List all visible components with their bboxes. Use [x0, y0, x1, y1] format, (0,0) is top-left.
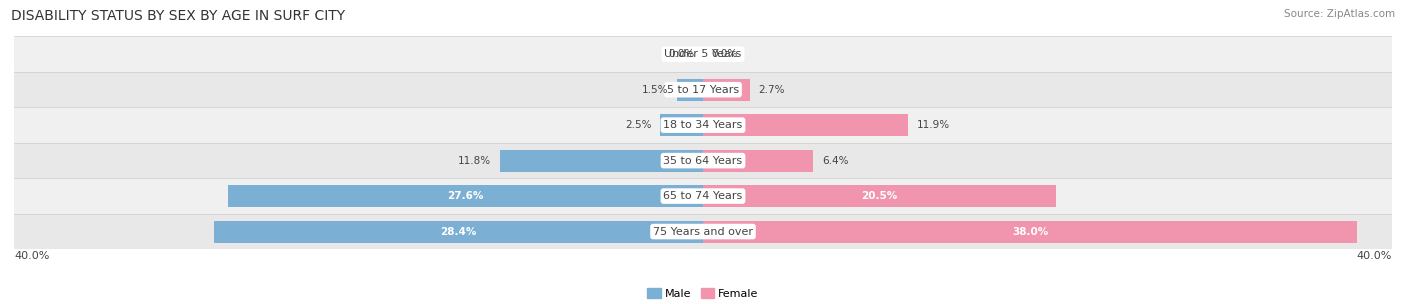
Bar	[214, 221, 703, 243]
Bar	[703, 150, 813, 171]
FancyBboxPatch shape	[14, 36, 1392, 72]
Bar	[703, 221, 1358, 243]
Text: 75 Years and over: 75 Years and over	[652, 226, 754, 237]
Bar	[703, 114, 908, 136]
FancyBboxPatch shape	[14, 72, 1392, 107]
Text: DISABILITY STATUS BY SEX BY AGE IN SURF CITY: DISABILITY STATUS BY SEX BY AGE IN SURF …	[11, 9, 346, 23]
Bar	[659, 114, 703, 136]
FancyBboxPatch shape	[14, 107, 1392, 143]
Text: 20.5%: 20.5%	[862, 191, 897, 201]
FancyBboxPatch shape	[14, 143, 1392, 178]
Bar	[678, 79, 703, 101]
Text: Under 5 Years: Under 5 Years	[665, 49, 741, 59]
Text: 40.0%: 40.0%	[14, 251, 49, 261]
Text: 38.0%: 38.0%	[1012, 226, 1049, 237]
Bar	[703, 79, 749, 101]
Text: 1.5%: 1.5%	[643, 85, 669, 95]
Bar	[499, 150, 703, 171]
FancyBboxPatch shape	[14, 214, 1392, 249]
Text: 27.6%: 27.6%	[447, 191, 484, 201]
FancyBboxPatch shape	[14, 178, 1392, 214]
Text: 11.9%: 11.9%	[917, 120, 949, 130]
Legend: Male, Female: Male, Female	[643, 284, 763, 303]
Text: 35 to 64 Years: 35 to 64 Years	[664, 156, 742, 166]
Text: 65 to 74 Years: 65 to 74 Years	[664, 191, 742, 201]
Text: Source: ZipAtlas.com: Source: ZipAtlas.com	[1284, 9, 1395, 19]
Bar	[228, 185, 703, 207]
Text: 0.0%: 0.0%	[668, 49, 695, 59]
Text: 0.0%: 0.0%	[711, 49, 738, 59]
Text: 2.5%: 2.5%	[624, 120, 651, 130]
Text: 18 to 34 Years: 18 to 34 Years	[664, 120, 742, 130]
Text: 11.8%: 11.8%	[458, 156, 491, 166]
Text: 2.7%: 2.7%	[758, 85, 785, 95]
Text: 28.4%: 28.4%	[440, 226, 477, 237]
Text: 5 to 17 Years: 5 to 17 Years	[666, 85, 740, 95]
Text: 40.0%: 40.0%	[1357, 251, 1392, 261]
Text: 6.4%: 6.4%	[823, 156, 848, 166]
Bar	[703, 185, 1056, 207]
